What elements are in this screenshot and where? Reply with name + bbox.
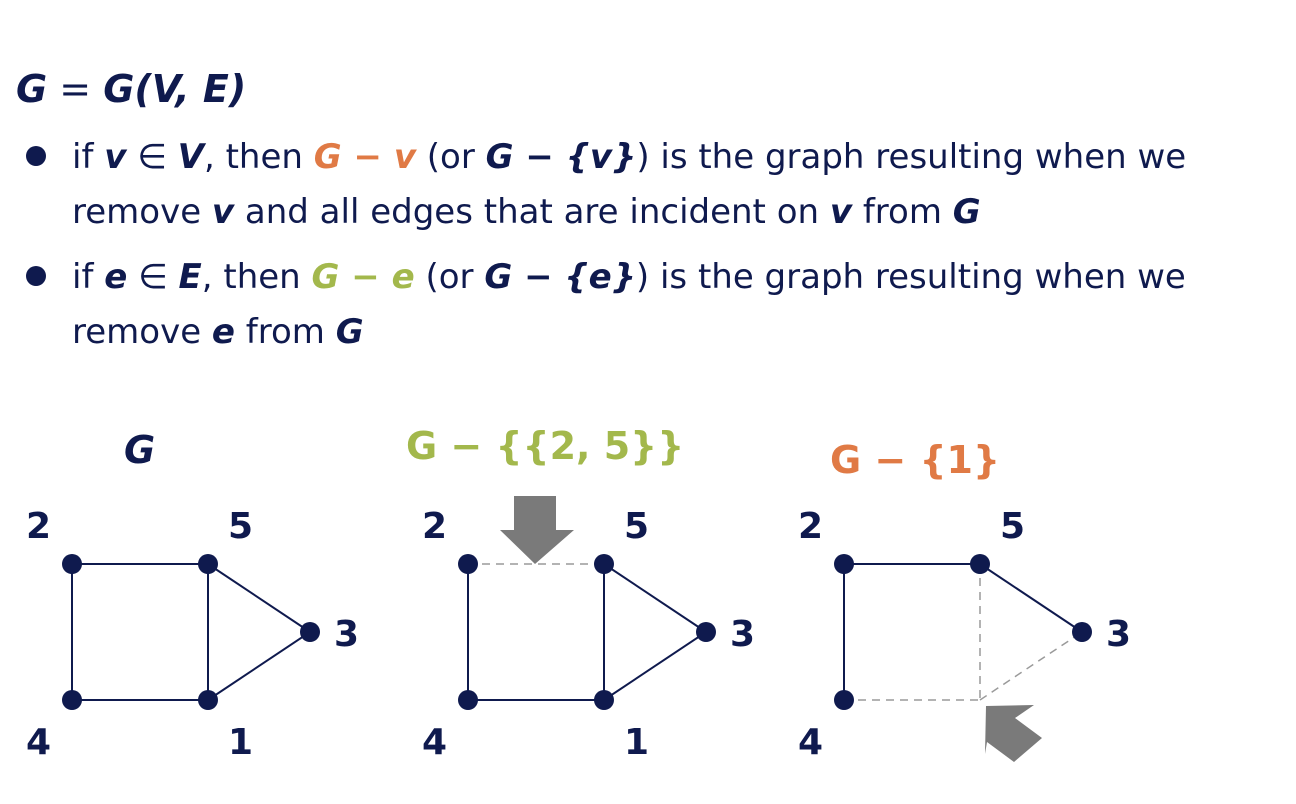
bullet-text: (or xyxy=(414,257,485,297)
edge-1-3 xyxy=(207,631,311,701)
graph-g-minus-vertex: 2 5 3 4 xyxy=(798,506,1131,763)
bullet-text: ) is the graph resulting when we remove xyxy=(72,257,1186,352)
math-g-minus-set-v: G − {v} xyxy=(485,137,637,177)
vertex-label-5: 5 xyxy=(1000,506,1025,547)
vertex-3 xyxy=(696,622,716,642)
removed-edge-1-3 xyxy=(979,631,1083,701)
math-G: G xyxy=(952,192,981,232)
bullet-text: and all edges that are incident on xyxy=(234,192,830,232)
down-arrow-icon xyxy=(500,496,574,564)
bullet-text: from xyxy=(852,192,953,232)
bullet-text: , then xyxy=(203,137,314,177)
math-g-minus-e: G − e xyxy=(311,257,415,297)
bullet-text: if xyxy=(72,257,105,297)
vertex-label-4: 4 xyxy=(26,722,51,763)
vertex-label-5: 5 xyxy=(228,506,253,547)
bullet-dot xyxy=(26,146,46,166)
vertex-label-2: 2 xyxy=(422,506,447,547)
math-g-minus-set-e: G − {e} xyxy=(484,257,636,297)
heading-eq: = xyxy=(47,67,104,111)
vertex-1 xyxy=(198,690,218,710)
vertex-2 xyxy=(62,554,82,574)
vertex-label-2: 2 xyxy=(26,506,51,547)
diagonal-arrow-icon xyxy=(985,705,1042,762)
vertex-2 xyxy=(834,554,854,574)
graph-title-g-minus-edge: G − {{2, 5}} xyxy=(406,424,685,468)
edge-5-3 xyxy=(207,563,311,633)
math-V: V xyxy=(177,137,204,177)
vertex-2 xyxy=(458,554,478,574)
vertex-3 xyxy=(1072,622,1092,642)
edge-5-3 xyxy=(979,563,1083,633)
vertex-label-4: 4 xyxy=(798,722,823,763)
bullet-dot xyxy=(26,266,46,286)
bullet-text: if xyxy=(72,137,105,177)
vertex-1 xyxy=(594,690,614,710)
graph-title-g: G xyxy=(124,428,156,472)
bullet-list: if v ∈ V, then G − v (or G − {v}) is the… xyxy=(26,130,1276,370)
bullet-text: , then xyxy=(201,257,312,297)
bullet-item-edge-removal: if e ∈ E, then G − e (or G − {e}) is the… xyxy=(26,250,1276,360)
math-e: e xyxy=(104,257,128,297)
math-g-minus-v: G − v xyxy=(313,137,416,177)
bullet-text: from xyxy=(234,312,336,352)
bullet-item-vertex-removal: if v ∈ V, then G − v (or G − {v}) is the… xyxy=(26,130,1276,240)
vertex-5 xyxy=(198,554,218,574)
graph-g-minus-edge: 2 5 3 4 1 xyxy=(422,496,755,763)
math-v: v xyxy=(104,137,127,177)
graph-g: 2 5 3 4 1 xyxy=(26,506,359,763)
vertex-label-3: 3 xyxy=(334,614,359,655)
vertex-4 xyxy=(834,690,854,710)
heading-g: G xyxy=(16,67,48,111)
heading-g2: G xyxy=(103,67,135,111)
vertex-4 xyxy=(62,690,82,710)
bullet-text: ) is the graph resulting when we remove xyxy=(72,137,1187,232)
math-v: v xyxy=(211,192,235,232)
vertex-label-1: 1 xyxy=(228,722,253,763)
vertex-label-2: 2 xyxy=(798,506,823,547)
vertex-label-4: 4 xyxy=(422,722,447,763)
vertex-label-3: 3 xyxy=(1106,614,1131,655)
vertex-label-5: 5 xyxy=(624,506,649,547)
heading-formula: G = G(V, E) xyxy=(16,66,246,112)
vertex-label-1: 1 xyxy=(624,722,649,763)
bullet-text: (or xyxy=(415,137,486,177)
heading-args: (V, E) xyxy=(134,67,247,111)
math-E: E xyxy=(178,257,202,297)
edge-5-3 xyxy=(603,563,707,633)
vertex-5 xyxy=(594,554,614,574)
edge-1-3 xyxy=(603,631,707,701)
math-e: e xyxy=(211,312,235,352)
vertex-label-3: 3 xyxy=(730,614,755,655)
graph-title-g-minus-vertex: G − {1} xyxy=(830,438,1001,482)
math-G: G xyxy=(335,312,364,352)
vertex-4 xyxy=(458,690,478,710)
math-in: ∈ xyxy=(127,257,179,297)
math-in: ∈ xyxy=(126,137,178,177)
vertex-3 xyxy=(300,622,320,642)
math-v: v xyxy=(829,192,853,232)
vertex-5 xyxy=(970,554,990,574)
